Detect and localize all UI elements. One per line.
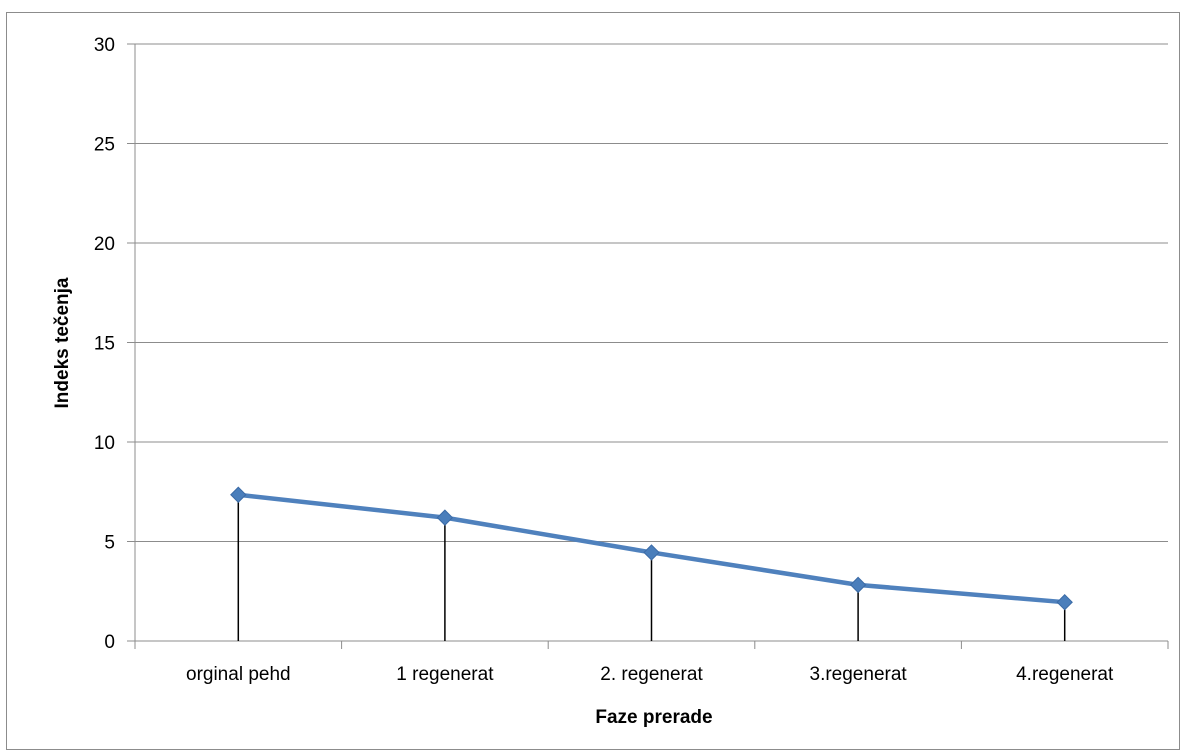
y-tick-label: 25 bbox=[94, 135, 115, 156]
x-tick-label: orginal pehd bbox=[186, 664, 291, 685]
x-tick-label: 3.regenerat bbox=[810, 664, 908, 685]
y-axis-ticks: 0 5 10 15 20 25 30 bbox=[94, 35, 115, 653]
data-point bbox=[1056, 593, 1073, 611]
data-markers bbox=[230, 486, 1073, 611]
x-tick-label: 4.regenerat bbox=[1016, 664, 1114, 685]
data-point bbox=[849, 576, 867, 594]
x-axis-ticks: orginal pehd 1 regenerat 2. regenerat 3.reg… bbox=[134, 641, 1169, 685]
grid-lines bbox=[127, 43, 1168, 642]
data-point bbox=[230, 486, 247, 503]
y-tick-label: 10 bbox=[94, 433, 115, 454]
x-tick-label: 1 regenerat bbox=[396, 664, 494, 685]
data-point bbox=[436, 509, 454, 526]
drop-lines bbox=[237, 494, 1066, 641]
x-tick-label: 2. regenerat bbox=[600, 664, 703, 685]
data-point bbox=[643, 544, 660, 561]
y-tick-label: 5 bbox=[104, 533, 115, 554]
y-tick-label: 30 bbox=[94, 35, 115, 56]
y-tick-label: 15 bbox=[94, 334, 115, 355]
x-axis-title: Faze prerade bbox=[595, 707, 712, 728]
y-tick-label: 0 bbox=[104, 632, 115, 653]
y-tick-label: 20 bbox=[94, 234, 115, 255]
y-axis-title: Indeks tečenja bbox=[52, 277, 73, 408]
chart-frame bbox=[6, 12, 1180, 750]
